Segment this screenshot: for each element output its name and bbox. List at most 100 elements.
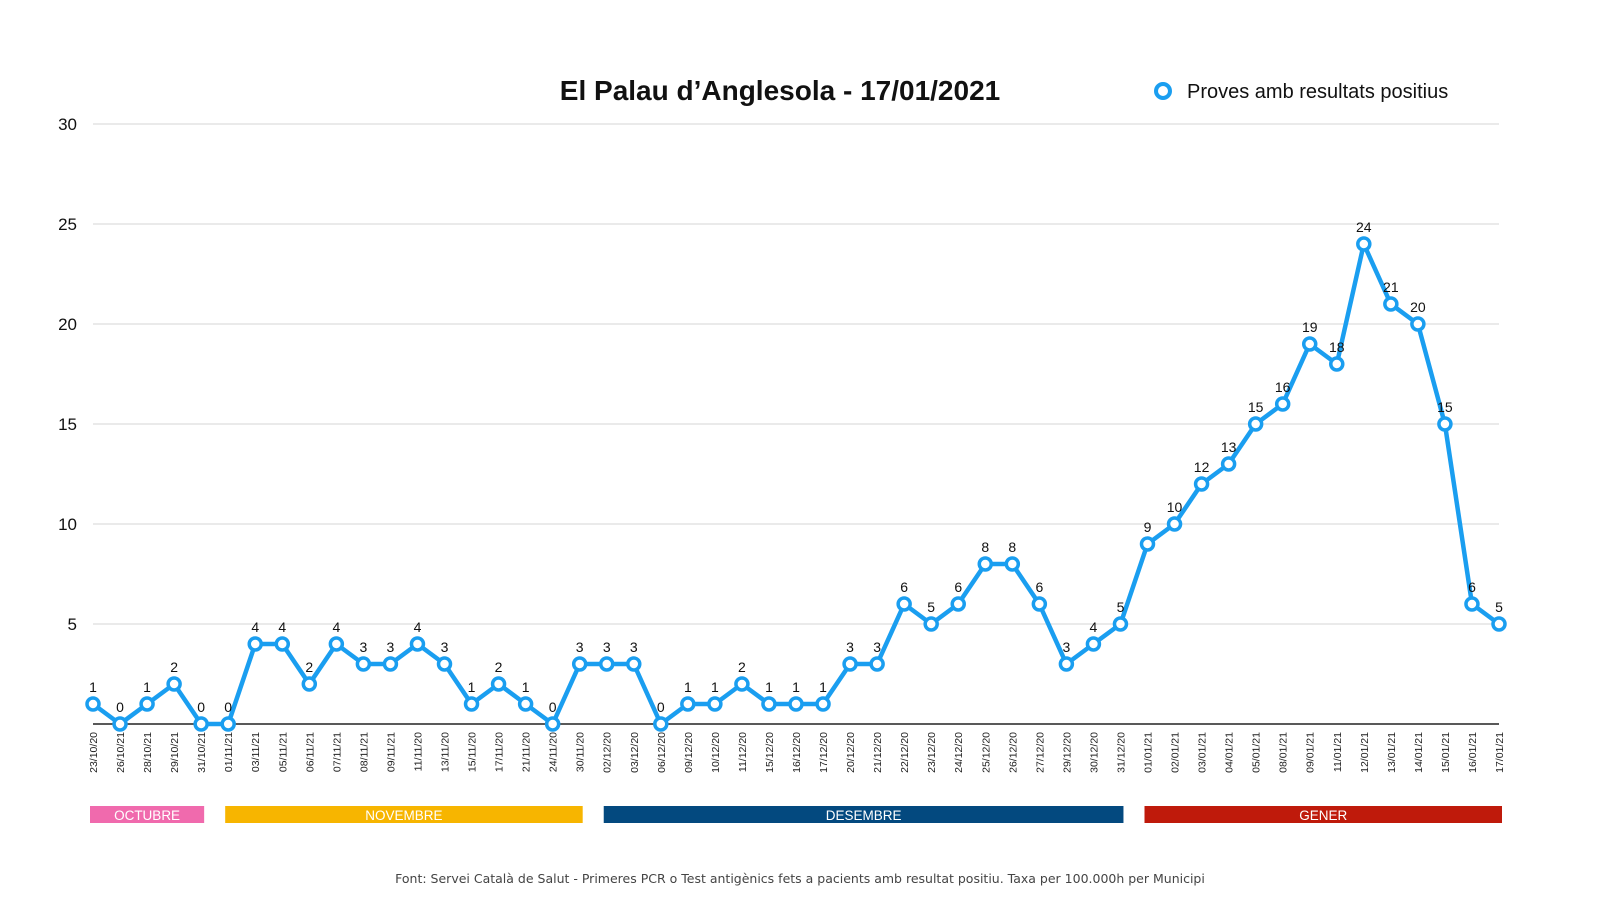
x-tick-label: 15/01/21 xyxy=(1440,732,1452,773)
data-point xyxy=(734,676,750,692)
data-label: 1 xyxy=(765,679,773,695)
y-tick-label: 5 xyxy=(68,615,77,634)
data-point xyxy=(1437,416,1453,432)
data-label: 5 xyxy=(1117,599,1125,615)
data-point xyxy=(1139,536,1156,552)
data-point xyxy=(1464,596,1480,612)
month-label: NOVEMBRE xyxy=(365,808,442,823)
data-point xyxy=(869,656,885,672)
data-label: 6 xyxy=(954,579,962,595)
data-label: 2 xyxy=(305,659,313,675)
data-label: 1 xyxy=(522,679,530,695)
x-tick-label: 11/11/20 xyxy=(412,732,424,771)
month-bands: OCTUBRE NOVEMBRE DESEMBRE GENER xyxy=(90,806,1502,823)
data-label: 4 xyxy=(251,619,259,635)
x-tick-label: 29/12/20 xyxy=(1061,732,1073,773)
x-tick-label: 23/10/20 xyxy=(88,732,100,773)
x-tick-label: 08/01/21 xyxy=(1278,732,1290,773)
data-point xyxy=(409,636,426,652)
legend: Proves amb resultats positius xyxy=(1154,81,1448,103)
series-line-path xyxy=(90,241,1502,727)
x-tick-label: 05/11/21 xyxy=(277,732,289,772)
data-label: 15 xyxy=(1248,399,1264,415)
data-label: 3 xyxy=(359,639,367,655)
data-point xyxy=(923,616,939,632)
x-tick-label: 21/11/20 xyxy=(521,732,533,772)
x-tick-label: 30/12/20 xyxy=(1088,732,1100,773)
data-label: 1 xyxy=(819,679,827,695)
data-label: 16 xyxy=(1275,379,1291,395)
x-tick-label: 24/12/20 xyxy=(953,732,965,773)
x-tick-label: 16/12/20 xyxy=(791,732,803,773)
data-label: 2 xyxy=(170,659,178,675)
x-tick-label: 31/12/20 xyxy=(1115,732,1127,773)
data-label: 0 xyxy=(116,699,124,715)
data-point xyxy=(1166,516,1183,532)
data-point xyxy=(1301,336,1318,352)
data-point xyxy=(220,716,236,732)
x-tick-label: 22/12/20 xyxy=(899,732,911,773)
data-point xyxy=(85,696,101,712)
y-tick-label: 15 xyxy=(58,415,77,434)
y-tick-label: 10 xyxy=(58,515,77,534)
data-point xyxy=(1356,236,1372,252)
data-label: 2 xyxy=(495,659,503,675)
x-tick-label: 07/11/21 xyxy=(331,732,343,772)
data-label: 12 xyxy=(1194,459,1210,475)
x-tick-label: 11/12/20 xyxy=(737,732,749,772)
data-point xyxy=(1410,316,1426,332)
data-point xyxy=(842,656,858,672)
x-tick-label: 01/11/21 xyxy=(223,732,235,772)
data-label: 3 xyxy=(630,639,638,655)
x-tick-label: 10/12/20 xyxy=(710,732,722,773)
x-tick-label: 21/12/20 xyxy=(872,732,884,773)
data-label: 13 xyxy=(1221,439,1237,455)
x-tick-label: 17/01/21 xyxy=(1494,732,1506,773)
month-label: DESEMBRE xyxy=(826,808,902,823)
data-label: 3 xyxy=(1062,639,1070,655)
data-point xyxy=(355,656,372,672)
data-label: 2 xyxy=(738,659,746,675)
x-tick-label: 01/01/21 xyxy=(1143,732,1155,773)
month-band xyxy=(90,806,205,823)
x-tick-label: 16/01/21 xyxy=(1467,732,1479,773)
data-point xyxy=(1220,456,1237,472)
x-tick-label: 02/01/21 xyxy=(1170,732,1182,773)
data-label: 1 xyxy=(792,679,800,695)
x-tick-label: 11/01/21 xyxy=(1332,732,1344,772)
data-label: 1 xyxy=(711,679,719,695)
data-point xyxy=(463,696,480,712)
month-label: GENER xyxy=(1299,808,1347,823)
x-tick-label: 26/10/21 xyxy=(115,732,127,773)
x-tick-label: 17/11/20 xyxy=(494,732,506,772)
data-point xyxy=(1491,616,1507,632)
data-point xyxy=(680,696,696,712)
data-point xyxy=(598,656,615,672)
data-point xyxy=(1329,356,1345,372)
data-label: 4 xyxy=(278,619,286,635)
x-tick-label: 23/12/20 xyxy=(926,732,938,773)
x-tick-label: 24/11/20 xyxy=(548,732,560,772)
y-axis: 5 10 15 20 25 30 xyxy=(58,115,77,634)
data-label: 15 xyxy=(1437,399,1453,415)
data-point xyxy=(1247,416,1264,432)
data-point xyxy=(328,636,345,652)
data-label: 6 xyxy=(1468,579,1476,595)
x-tick-label: 03/01/21 xyxy=(1197,732,1209,773)
month-label: OCTUBRE xyxy=(114,808,180,823)
data-label: 3 xyxy=(846,639,854,655)
data-point xyxy=(139,696,155,712)
data-point xyxy=(571,656,588,672)
x-tick-label: 09/12/20 xyxy=(683,732,695,773)
month-band xyxy=(1144,806,1502,823)
x-tick-label: 13/11/20 xyxy=(440,732,452,772)
data-label: 1 xyxy=(684,679,692,695)
data-label: 0 xyxy=(197,699,205,715)
data-label: 0 xyxy=(549,699,557,715)
data-point xyxy=(517,696,534,712)
x-tick-label: 15/11/20 xyxy=(467,732,479,772)
data-label: 3 xyxy=(387,639,395,655)
x-tick-label: 30/11/20 xyxy=(575,732,587,772)
